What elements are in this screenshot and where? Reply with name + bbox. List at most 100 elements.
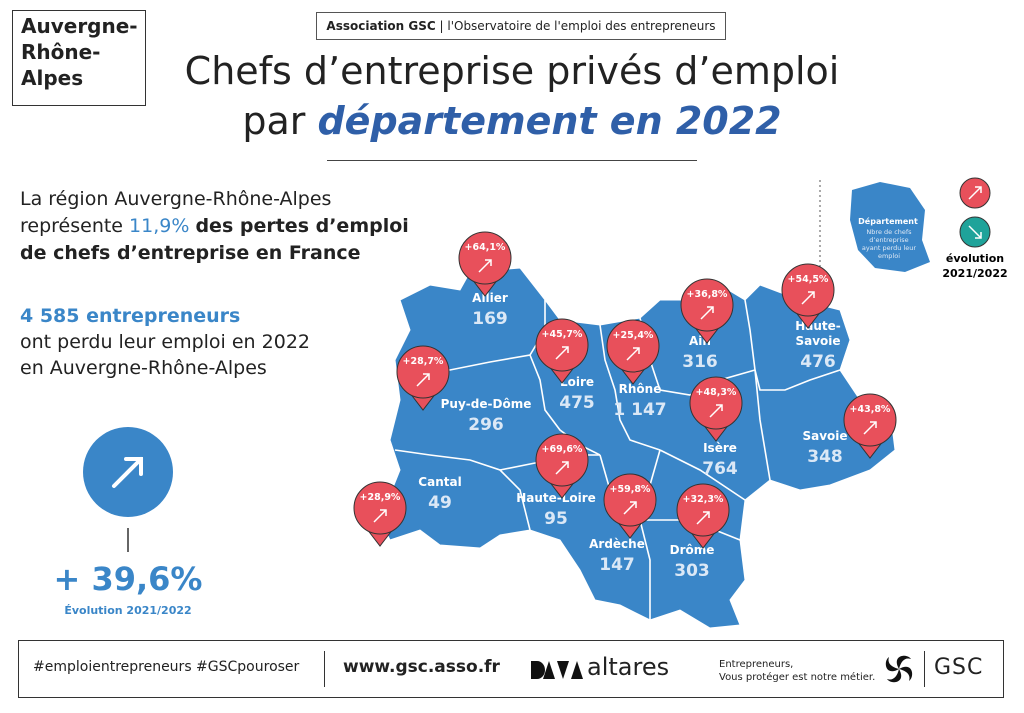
pin-arrow — [555, 346, 569, 360]
pin-arrow — [696, 511, 710, 525]
department-name: Ardèche — [589, 537, 645, 551]
department-name: Savoie — [795, 334, 840, 348]
department-count: 475 — [559, 393, 595, 413]
pin-arrow — [709, 404, 723, 418]
intro-highlight: 11,9% — [129, 215, 190, 237]
pin-circle — [353, 481, 407, 535]
department-count: 303 — [674, 561, 710, 581]
pin-circle — [396, 345, 450, 399]
intro-text: représente — [20, 215, 123, 237]
org: Association GSC — [326, 19, 436, 33]
pin-arrow-head — [423, 373, 430, 380]
title: Chefs d’entreprise privés d’emploi par d… — [100, 46, 924, 146]
legend-desc-box: Nbre de chefs d’entreprise ayant perdu l… — [862, 228, 916, 260]
brand-logo — [885, 655, 913, 683]
evolution: +43,8% — [850, 404, 891, 415]
evolution: +25,4% — [613, 330, 654, 341]
department-count: 1 147 — [613, 400, 666, 420]
department-name: Savoie — [802, 429, 847, 443]
partner: altares — [587, 653, 670, 681]
evolution: +28,7% — [403, 356, 444, 367]
intro-line: représente 11,9% des pertes d’emploi — [20, 213, 409, 240]
total-value: + 39,6% — [53, 560, 203, 598]
pin-circle — [843, 393, 897, 447]
header-box: Association GSC | l'Observatoire de l'em… — [316, 12, 726, 40]
evolution: +28,9% — [360, 492, 401, 503]
pin-arrow — [700, 306, 714, 320]
separator — [324, 651, 325, 687]
department-name: Isère — [703, 441, 737, 455]
pin-circle — [458, 231, 512, 285]
pin-circle — [680, 278, 734, 332]
footer: #emploientrepreneurs #GSCpouroser www.gs… — [18, 640, 1004, 698]
pin-arrow-head — [707, 306, 714, 313]
title-text: par — [242, 99, 306, 143]
department-name: Allier — [472, 291, 508, 305]
evolution: +54,5% — [788, 274, 829, 285]
pin-arrow — [623, 501, 637, 515]
title-line: par département en 2022 — [100, 96, 924, 146]
stat-line: ont perdu leur emploi en 2022 — [20, 331, 310, 353]
department-count: 476 — [800, 352, 836, 372]
title-line: Chefs d’entreprise privés d’emploi — [184, 49, 840, 93]
trend-arrow — [112, 457, 143, 488]
pin-arrow-head — [808, 291, 815, 298]
department-count: 316 — [682, 352, 718, 372]
legend-down-arrow — [968, 225, 982, 239]
pin-arrow — [863, 421, 877, 435]
region-box: Auvergne- Rhône- Alpes — [12, 10, 146, 106]
department-count: 296 — [468, 415, 504, 435]
pin-arrow-head — [380, 509, 387, 516]
legend-up-arrow — [968, 186, 982, 200]
department-count: 147 — [599, 555, 635, 575]
stat-line: en Auvergne-Rhône-Alpes — [20, 357, 267, 379]
title-emphasis: département en 2022 — [317, 99, 782, 143]
evolution: +36,8% — [687, 289, 728, 300]
evolution: +69,6% — [542, 444, 583, 455]
pin-circle — [689, 376, 743, 430]
pin-circle — [535, 318, 589, 372]
evolution: +64,1% — [465, 242, 506, 253]
department-name: Cantal — [418, 475, 461, 489]
pin-circle — [606, 319, 660, 373]
evolution: +59,8% — [610, 484, 651, 495]
intro: La région Auvergne-Rhône-Alpes représent… — [20, 186, 409, 267]
intro-text: des pertes d’emploi — [195, 215, 409, 237]
department-count: 49 — [428, 493, 452, 513]
pin-arrow-head — [870, 421, 877, 428]
region-line: Auvergne- — [21, 14, 138, 38]
pin-arrow-head — [562, 346, 569, 353]
legend-shape — [850, 182, 930, 272]
department-count: 169 — [472, 309, 508, 329]
pin-arrow-head — [633, 347, 640, 354]
pin-arrow — [801, 291, 815, 305]
pin-arrow — [373, 509, 387, 523]
partner-logo — [531, 661, 583, 679]
department-name: Haute- — [795, 319, 841, 333]
department-name: Haute-Loire — [516, 491, 596, 505]
evolution: +45,7% — [542, 329, 583, 340]
tagline: l'Observatoire de l'emploi des entrepren… — [447, 19, 716, 33]
pin-arrow-head — [630, 501, 637, 508]
region-line: Alpes — [21, 66, 84, 90]
pin-arrow-head — [703, 511, 710, 518]
legend-evolution: évolution — [946, 252, 1004, 265]
region-line: Rhône- — [21, 40, 101, 64]
legend-evolution: 2021/2022 — [942, 267, 1007, 280]
url[interactable]: www.gsc.asso.fr — [343, 657, 500, 677]
separator — [924, 651, 925, 687]
pin-circle — [781, 263, 835, 317]
total-label: Évolution 2021/2022 — [64, 604, 192, 617]
pin-arrow-head — [485, 259, 492, 266]
pin-arrow-head — [562, 461, 569, 468]
stat-headline: 4 585 entrepreneurs — [20, 305, 241, 327]
intro-line: La région Auvergne-Rhône-Alpes — [20, 188, 332, 210]
pin-circle — [603, 473, 657, 527]
department-name: Loire — [560, 375, 594, 389]
intro-line: de chefs d’entreprise en France — [20, 242, 361, 264]
pin-arrow — [416, 373, 430, 387]
pin-circle — [676, 483, 730, 537]
pin-arrow — [626, 347, 640, 361]
